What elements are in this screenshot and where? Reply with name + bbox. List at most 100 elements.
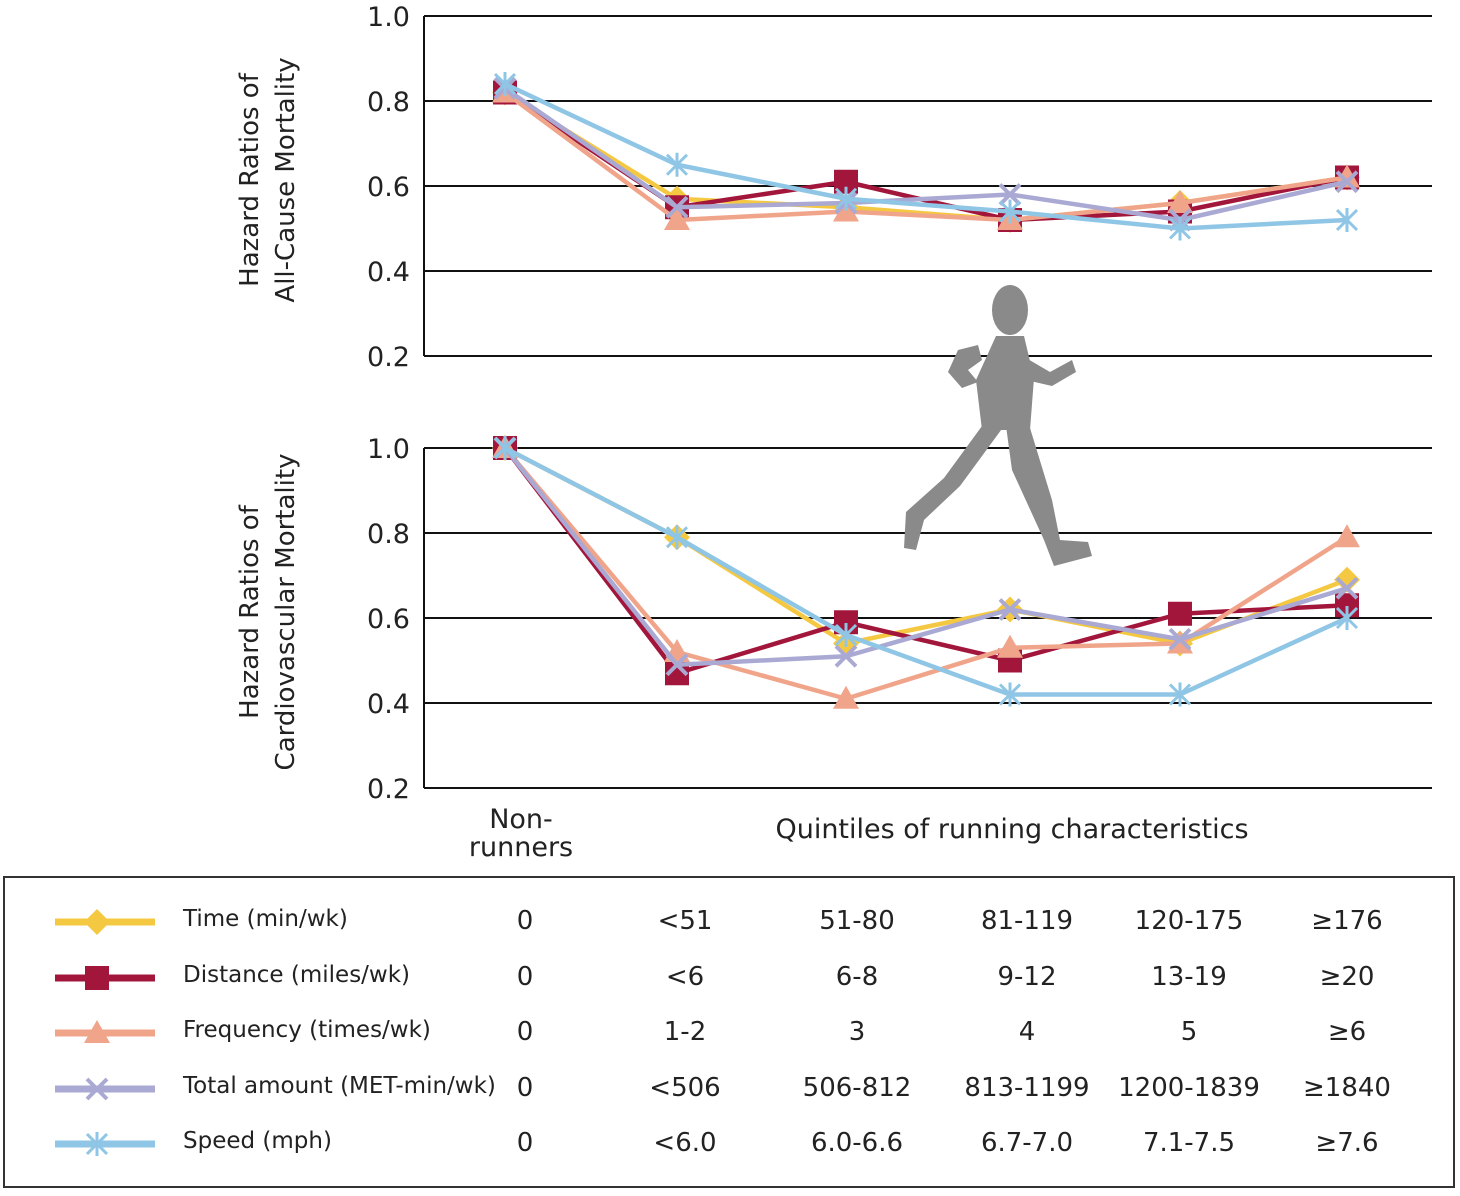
data-point-total xyxy=(1168,627,1192,651)
series-line-speed xyxy=(503,446,1348,697)
legend-row-speed: Speed (mph) 0 <6.0 6.0-6.6 6.7-7.0 7.1-7.5 ≥7.… xyxy=(5,1116,1453,1172)
data-point-frequency xyxy=(833,685,859,709)
data-point-frequency xyxy=(1167,190,1193,213)
legend-value: 9-12 xyxy=(997,961,1057,992)
data-point-total xyxy=(834,644,858,668)
y-tick-label: 0.2 xyxy=(367,774,410,805)
legend-value: <506 xyxy=(649,1072,721,1103)
data-point-total xyxy=(1335,576,1359,600)
data-point-speed xyxy=(493,72,517,96)
data-point-speed xyxy=(665,152,689,177)
legend-swatch-frequency xyxy=(55,1020,155,1043)
legend-label: Frequency (times/wk) xyxy=(183,1017,431,1043)
data-point-total xyxy=(998,183,1022,206)
legend-value: ≥20 xyxy=(1319,961,1375,992)
data-point-total xyxy=(1335,170,1359,194)
legend-marker-speed xyxy=(85,1132,109,1156)
legend-row-time: Time (min/wk) 0 <51 51-80 81-119 120-175 ≥176 xyxy=(5,894,1453,950)
legend-label: Total amount (MET-min/wk) xyxy=(183,1072,496,1099)
y-tick-label: 0.8 xyxy=(367,87,410,118)
legend-value: 506-812 xyxy=(802,1072,912,1103)
legend-value: ≥176 xyxy=(1311,906,1383,936)
series-line-distance xyxy=(503,446,1348,676)
legend-value: 813-1199 xyxy=(964,1072,1090,1103)
legend-value: 6.7-7.0 xyxy=(980,1128,1074,1158)
legend-value: 0 xyxy=(516,1128,534,1158)
legend-label: Time (min/wk) xyxy=(183,906,348,932)
legend-value: 0 xyxy=(516,906,534,936)
series-total xyxy=(493,436,1359,677)
legend-value: ≥6 xyxy=(1327,1017,1367,1047)
data-point-total xyxy=(665,653,689,677)
series-speed xyxy=(493,436,1359,707)
legend-marker-distance xyxy=(85,965,109,990)
y-tick-label: 0.2 xyxy=(367,342,410,373)
legend-value: <6.0 xyxy=(653,1128,717,1158)
legend-row-frequency: Frequency (times/wk) 0 1-2 3 4 5 ≥6 xyxy=(5,1005,1453,1061)
legend-value: ≥1840 xyxy=(1303,1072,1391,1103)
series-line-total xyxy=(503,86,1348,223)
data-point-speed xyxy=(665,525,689,550)
y-tick-label: 0.4 xyxy=(367,689,410,720)
data-point-time xyxy=(1334,566,1360,593)
data-point-speed xyxy=(1168,682,1192,707)
legend-value: 5 xyxy=(1180,1017,1198,1047)
data-point-speed xyxy=(1335,208,1359,232)
series-distance xyxy=(493,436,1359,686)
legend-value: 13-19 xyxy=(1151,961,1227,992)
legend-value: 0 xyxy=(516,1017,534,1047)
legend-marker-frequency xyxy=(84,1020,110,1043)
legend-row-total: Total amount (MET-min/wk) 0 <506 506-812 813… xyxy=(5,1061,1453,1117)
data-point-speed xyxy=(998,199,1022,224)
data-point-speed xyxy=(834,623,858,647)
x-label-quintiles: Quintiles of running characteristics xyxy=(775,814,1248,845)
y-axis-label: Hazard Ratios of All-Cause Mortality xyxy=(235,57,301,302)
legend-value: 1200-1839 xyxy=(1118,1072,1260,1103)
legend-value: <6 xyxy=(665,961,705,992)
legend-value: 6-8 xyxy=(835,961,879,992)
series-line-total xyxy=(503,446,1348,667)
y-axis-label: Hazard Ratios of Cardiovascular Mortality xyxy=(235,454,301,771)
legend-value: 0 xyxy=(516,961,534,992)
data-point-speed xyxy=(1335,606,1359,630)
legend-table: Time (min/wk) 0 <51 51-80 81-119 120-175 ≥176 D… xyxy=(3,876,1455,1188)
legend-value: 0 xyxy=(516,1072,534,1103)
y-tick-label: 1.0 xyxy=(367,2,410,33)
y-tick-label: 0.8 xyxy=(367,519,410,550)
data-point-speed xyxy=(493,436,517,460)
data-point-speed xyxy=(1168,216,1192,241)
legend-value: 81-119 xyxy=(980,906,1074,936)
data-point-speed xyxy=(834,186,858,211)
series-line-frequency xyxy=(503,446,1349,701)
runner-icon xyxy=(904,285,1092,566)
x-label-nonrunners: Non-runners xyxy=(469,804,573,863)
legend-marker-time xyxy=(84,909,110,935)
legend-swatch-speed xyxy=(55,1132,155,1156)
data-point-frequency xyxy=(664,207,690,230)
legend-value: 7.1-7.5 xyxy=(1142,1128,1236,1158)
legend-swatch-distance xyxy=(55,965,155,990)
legend-swatch-time xyxy=(55,909,155,935)
data-point-total xyxy=(998,598,1022,621)
data-point-total xyxy=(665,195,689,219)
y-tick-label: 0.6 xyxy=(367,604,410,635)
data-point-frequency xyxy=(1334,524,1360,548)
data-point-distance xyxy=(1168,601,1192,626)
series-line-speed xyxy=(504,81,1348,231)
legend-value: ≥7.6 xyxy=(1315,1128,1379,1158)
legend-label: Speed (mph) xyxy=(183,1128,332,1154)
series-frequency xyxy=(492,435,1360,709)
legend-value: 51-80 xyxy=(819,906,895,936)
hazard-ratio-charts: 1.0 0.8 0.6 0.4 0.2 Hazard Ratios of All-Cause… xyxy=(235,2,1432,863)
legend-value: 1-2 xyxy=(663,1017,707,1047)
y-tick-label: 0.6 xyxy=(367,172,410,203)
chart-panel-2: 1.0 0.8 0.6 0.4 0.2 Hazard Ratios of Cardiovas… xyxy=(235,434,1432,805)
legend-value: 3 xyxy=(848,1017,866,1047)
y-tick-label: 0.4 xyxy=(367,257,410,288)
legend-value: 6.0-6.6 xyxy=(810,1128,904,1158)
y-tick-label: 1.0 xyxy=(367,434,410,465)
series-line-frequency xyxy=(503,90,1348,223)
legend-label: Distance (miles/wk) xyxy=(183,961,411,988)
legend-value: <51 xyxy=(657,906,713,936)
legend-row-distance: Distance (miles/wk) 0 <6 6-8 9-12 13-19 ≥20 xyxy=(5,950,1453,1006)
